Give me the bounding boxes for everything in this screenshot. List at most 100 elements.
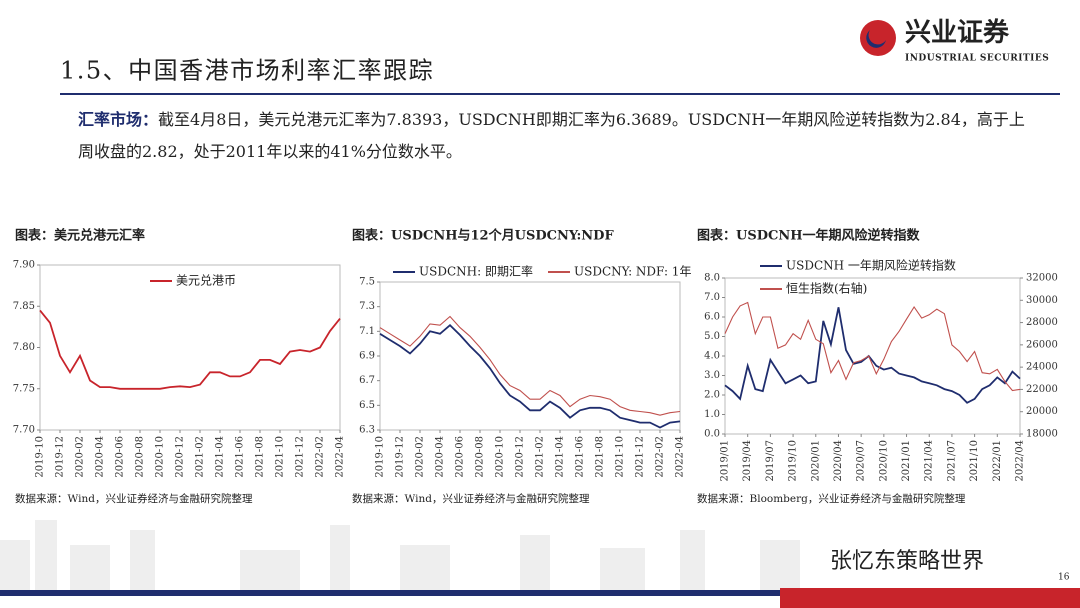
y-tick-label: 7.85 (13, 301, 35, 312)
y-tick-label: 6.7 (359, 375, 375, 386)
y-tick-label: 7.0 (704, 292, 720, 303)
y-tick-label: 4.0 (704, 351, 720, 362)
y-tick-label: 7.70 (13, 425, 35, 436)
series-line (379, 315, 681, 416)
x-tick-label: 2021/01 (901, 440, 912, 482)
paragraph-lead: 汇率市场： (78, 110, 159, 129)
x-tick-label: 2020-10 (495, 436, 506, 478)
y2-tick-label: 18000 (1026, 429, 1058, 440)
chart-title: 图表：USDCNH与12个月USDCNY:NDF (352, 228, 614, 244)
y2-tick-label: 30000 (1026, 295, 1058, 306)
y-tick-label: 7.80 (13, 342, 35, 353)
watermark: 张忆东策略世界 (830, 549, 984, 574)
x-tick-label: 2020-08 (475, 436, 486, 478)
y-tick-label: 0.0 (704, 429, 720, 440)
x-tick-label: 2020-12 (515, 436, 526, 478)
x-tick-label: 2022-02 (315, 436, 326, 478)
y-tick-label: 6.3 (359, 425, 375, 436)
chart-source: 数据来源：Wind，兴业证券经济与金融研究院整理 (15, 492, 253, 505)
series-line (724, 301, 1021, 392)
x-tick-label: 2020-10 (155, 436, 166, 478)
chart-title: 图表：USDCNH一年期风险逆转指数 (697, 228, 921, 244)
page-number: 16 (1058, 573, 1070, 583)
x-tick-label: 2021-02 (195, 436, 206, 478)
chart-source: 数据来源：Bloomberg，兴业证券经济与金融研究院整理 (697, 492, 966, 505)
legend-label: USDCNH: 即期汇率 (419, 264, 533, 279)
x-tick-label: 2021-08 (595, 436, 606, 478)
x-tick-label: 2021-04 (215, 436, 226, 478)
y2-tick-label: 20000 (1026, 406, 1058, 417)
x-tick-label: 2020-08 (135, 436, 146, 478)
skyline (0, 520, 800, 590)
paragraph-body: 截至4月8日，美元兑港元汇率为7.8393，USDCNH即期汇率为6.3689。… (78, 110, 1025, 161)
x-tick-label: 2019/10 (788, 440, 799, 482)
x-tick-label: 2022/04 (1015, 440, 1026, 482)
x-tick-label: 2020-06 (115, 436, 126, 478)
x-tick-label: 2022/01 (992, 440, 1003, 482)
y-tick-label: 1.0 (704, 409, 720, 420)
footer-bar (0, 590, 780, 596)
x-tick-label: 2020/04 (833, 440, 844, 482)
y-tick-label: 3.0 (704, 370, 720, 381)
slide-title: 1.5、中国香港市场利率汇率跟踪 (60, 57, 434, 85)
legend-label: 恒生指数(右轴) (786, 281, 867, 296)
x-tick-label: 2020-04 (435, 436, 446, 478)
paragraph: 汇率市场：截至4月8日，美元兑港元汇率为7.8393，USDCNH即期汇率为6.… (78, 104, 1038, 168)
y-tick-label: 7.3 (359, 301, 375, 312)
y-tick-label: 7.75 (13, 383, 35, 394)
y-tick-label: 6.0 (704, 312, 720, 323)
x-tick-label: 2021-10 (615, 436, 626, 478)
x-tick-label: 2020-04 (95, 436, 106, 478)
x-tick-label: 2019/01 (720, 440, 731, 482)
x-tick-label: 2021/10 (969, 440, 980, 482)
chart-title: 图表：美元兑港元汇率 (15, 228, 145, 244)
x-tick-label: 2019-12 (395, 436, 406, 478)
x-tick-label: 2021-12 (295, 436, 306, 478)
x-tick-label: 2021-02 (535, 436, 546, 478)
x-tick-label: 2020-02 (415, 436, 426, 478)
paragraph-box: 汇率市场：截至4月8日，美元兑港元汇率为7.8393，USDCNH即期汇率为6.… (78, 104, 1038, 168)
plot-frame (39, 264, 341, 431)
y-tick-label: 7.90 (13, 260, 35, 271)
legend-label: USDCNY: NDF: 1年 (574, 265, 691, 279)
x-tick-label: 2020/01 (810, 440, 821, 482)
y2-tick-label: 22000 (1026, 384, 1058, 395)
logo-icon (860, 20, 896, 56)
y2-tick-label: 26000 (1026, 339, 1058, 350)
x-tick-label: 2019-10 (35, 436, 46, 478)
x-tick-label: 2021-06 (235, 436, 246, 478)
x-tick-label: 2020/10 (878, 440, 889, 482)
y-tick-label: 7.5 (359, 277, 375, 288)
x-tick-label: 2020-06 (455, 436, 466, 478)
x-tick-label: 2020/07 (856, 440, 867, 482)
x-tick-label: 2022-04 (335, 436, 346, 478)
x-tick-label: 2020-02 (75, 436, 86, 478)
x-tick-label: 2019-12 (55, 436, 66, 478)
y2-tick-label: 32000 (1026, 273, 1058, 284)
logo-text: 兴业证券 (905, 18, 1010, 48)
x-tick-label: 2019/04 (742, 440, 753, 482)
x-tick-label: 2022-04 (675, 436, 686, 478)
y-tick-label: 6.5 (359, 400, 375, 411)
x-tick-label: 2021/07 (946, 440, 957, 482)
x-tick-label: 2021-06 (575, 436, 586, 478)
x-tick-label: 2020-12 (175, 436, 186, 478)
legend-label: 美元兑港币 (176, 274, 236, 288)
logo-subtext: INDUSTRIAL SECURITIES (905, 54, 1049, 64)
x-tick-label: 2019/07 (765, 440, 776, 482)
logo-swirl (866, 30, 886, 48)
x-tick-label: 2021-04 (555, 436, 566, 478)
y-tick-label: 7.1 (359, 326, 375, 337)
x-tick-label: 2021-10 (275, 436, 286, 478)
chart-source: 数据来源：Wind，兴业证券经济与金融研究院整理 (352, 492, 590, 505)
x-tick-label: 2022-02 (655, 436, 666, 478)
x-tick-label: 2019-10 (375, 436, 386, 478)
x-tick-label: 2021-12 (635, 436, 646, 478)
y-tick-label: 6.9 (359, 351, 375, 362)
y2-tick-label: 24000 (1026, 362, 1058, 373)
y-tick-label: 5.0 (704, 331, 720, 342)
series-line (379, 323, 681, 429)
series-line (39, 309, 341, 390)
